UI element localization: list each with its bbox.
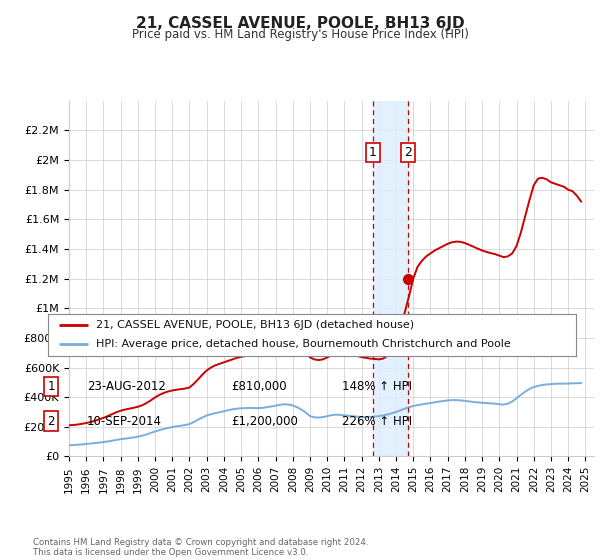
Text: 10-SEP-2014: 10-SEP-2014 bbox=[87, 414, 162, 428]
Text: 1: 1 bbox=[47, 380, 55, 393]
Text: HPI: Average price, detached house, Bournemouth Christchurch and Poole: HPI: Average price, detached house, Bour… bbox=[95, 339, 510, 349]
Text: 148% ↑ HPI: 148% ↑ HPI bbox=[342, 380, 412, 393]
Text: 226% ↑ HPI: 226% ↑ HPI bbox=[342, 414, 412, 428]
Text: 1: 1 bbox=[369, 146, 377, 159]
Text: 21, CASSEL AVENUE, POOLE, BH13 6JD: 21, CASSEL AVENUE, POOLE, BH13 6JD bbox=[136, 16, 464, 31]
Text: 2: 2 bbox=[47, 414, 55, 428]
Bar bbox=[373, 101, 408, 456]
Text: Price paid vs. HM Land Registry's House Price Index (HPI): Price paid vs. HM Land Registry's House … bbox=[131, 28, 469, 41]
Text: 21, CASSEL AVENUE, POOLE, BH13 6JD (detached house): 21, CASSEL AVENUE, POOLE, BH13 6JD (deta… bbox=[95, 320, 413, 330]
Text: 23-AUG-2012: 23-AUG-2012 bbox=[87, 380, 166, 393]
Text: 2: 2 bbox=[404, 146, 412, 159]
Text: £1,200,000: £1,200,000 bbox=[231, 414, 298, 428]
Text: £810,000: £810,000 bbox=[231, 380, 287, 393]
Text: Contains HM Land Registry data © Crown copyright and database right 2024.
This d: Contains HM Land Registry data © Crown c… bbox=[33, 538, 368, 557]
